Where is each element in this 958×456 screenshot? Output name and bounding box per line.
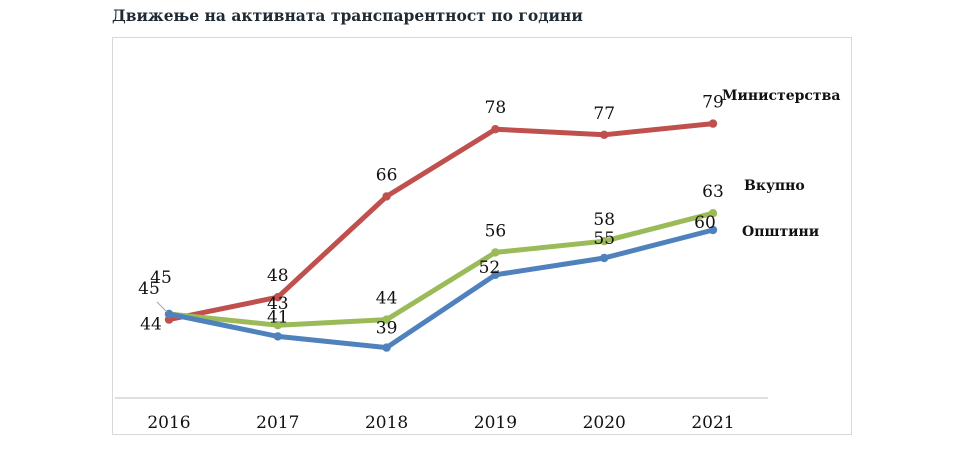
x-tick-label: 2018 (365, 413, 408, 433)
data-label: 45 (138, 279, 160, 299)
data-label: 52 (479, 258, 501, 278)
label-leader-line (156, 301, 168, 313)
series-label: Општини (742, 224, 819, 240)
data-label: 39 (376, 319, 398, 339)
chart-title: Движење на активната транспарентност по … (112, 6, 583, 25)
data-label: 60 (694, 213, 716, 233)
series-label: Министерства (722, 88, 840, 104)
data-point (382, 343, 391, 352)
data-point (382, 315, 391, 324)
series-label: Вкупно (744, 178, 805, 194)
data-point (491, 270, 500, 279)
data-label: 58 (593, 210, 615, 230)
data-point (382, 192, 391, 201)
series-line-1 (166, 210, 716, 328)
data-point (491, 248, 500, 257)
series-line-0 (166, 121, 716, 323)
data-point (708, 225, 718, 235)
data-label: 43 (267, 294, 289, 314)
data-label: 48 (267, 266, 289, 286)
series-line-2 (166, 227, 716, 351)
data-label: 56 (485, 221, 507, 241)
data-point (273, 321, 282, 330)
data-point (273, 293, 282, 302)
x-tick-label: 2020 (583, 413, 626, 433)
data-label: 63 (702, 182, 724, 202)
data-label: 79 (702, 93, 724, 113)
data-point (708, 209, 718, 218)
data-label: 55 (593, 229, 615, 249)
data-label: 44 (376, 289, 398, 309)
data-label: 66 (376, 165, 398, 185)
data-label: 77 (593, 104, 615, 124)
data-point (600, 253, 609, 263)
x-tick-label: 2017 (256, 413, 299, 433)
data-label: 78 (485, 98, 507, 118)
x-tick-label: 2019 (474, 413, 517, 433)
data-point (273, 332, 282, 341)
data-label: 45 (150, 268, 172, 288)
data-label: 44 (140, 315, 162, 335)
data-label: 41 (267, 307, 289, 327)
x-tick-label: 2021 (691, 413, 734, 433)
data-point (491, 125, 500, 134)
data-point (600, 130, 609, 139)
data-point (600, 237, 609, 246)
chart-frame (112, 37, 852, 435)
x-tick-label: 2016 (147, 413, 190, 433)
data-point (708, 119, 718, 128)
